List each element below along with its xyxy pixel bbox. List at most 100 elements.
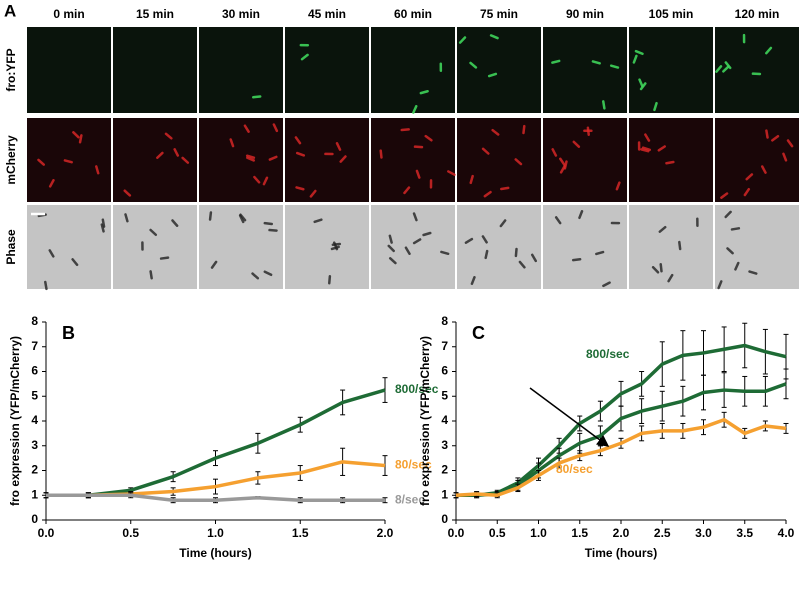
y-axis-label: fro expression (YFP/mCherry) <box>8 336 22 506</box>
time-label: 60 min <box>394 7 432 21</box>
cell <box>72 131 80 139</box>
cell <box>484 249 489 260</box>
cell <box>638 78 644 88</box>
series-line <box>46 493 385 502</box>
arrow <box>529 387 610 447</box>
cell <box>181 156 190 164</box>
y-tick-label: 0 <box>441 512 448 526</box>
cell <box>639 82 647 91</box>
panel-letter: B <box>62 323 75 343</box>
micrograph <box>457 118 541 202</box>
cell <box>171 219 179 227</box>
cell <box>724 61 732 70</box>
cell <box>328 274 332 285</box>
y-tick-label: 7 <box>31 339 38 353</box>
cell <box>294 136 302 145</box>
x-tick-label: 1.5 <box>292 526 309 540</box>
x-tick-label: 4.0 <box>778 526 795 540</box>
x-tick-label: 2.0 <box>613 526 630 540</box>
cell <box>412 105 418 114</box>
cell <box>245 154 256 159</box>
cell <box>300 53 309 61</box>
cell <box>101 218 106 228</box>
x-tick-label: 1.0 <box>530 526 547 540</box>
micrograph <box>543 27 627 113</box>
charts: 0 1 2 3 4 5 6 7 8 0.0 0.5 1.0 1.5 2.0 Time (hours) fro … <box>8 314 794 560</box>
series-label: 800/sec <box>586 347 630 361</box>
micrograph <box>371 205 455 289</box>
cell <box>208 211 213 221</box>
y-tick-label: 0 <box>31 512 38 526</box>
series-line <box>456 343 787 497</box>
cell <box>440 250 450 256</box>
cell <box>743 187 751 197</box>
cell <box>487 72 498 78</box>
cell <box>469 174 474 185</box>
cell <box>100 223 105 233</box>
y-tick-label: 5 <box>441 388 448 402</box>
time-label: 30 min <box>222 7 260 21</box>
series-line <box>455 418 787 497</box>
cell <box>734 261 740 271</box>
cell <box>238 214 245 224</box>
y-tick-label: 3 <box>31 438 38 452</box>
y-tick-label: 2 <box>31 463 38 477</box>
cell <box>730 227 741 231</box>
cell <box>173 148 180 157</box>
cell <box>632 54 638 64</box>
microscopy-panel: 0 min 15 min 30 min 45 min 60 min 75 min 90 mi… <box>4 7 799 291</box>
cell <box>678 240 682 251</box>
cell <box>571 258 582 262</box>
x-tick-label: 2.5 <box>654 526 671 540</box>
micrograph <box>715 27 799 113</box>
x-tick-label: 3.0 <box>695 526 712 540</box>
cell <box>469 61 478 69</box>
micrograph <box>27 205 111 289</box>
cell <box>722 65 730 73</box>
x-axis-label: Time (hours) <box>585 546 657 560</box>
x-tick-label: 3.5 <box>736 526 753 540</box>
panel-letter: A <box>4 1 16 20</box>
cell <box>268 155 278 161</box>
micrograph <box>629 27 713 113</box>
cell <box>522 124 526 135</box>
cell <box>786 139 794 148</box>
cell <box>447 170 456 176</box>
cell <box>339 155 347 163</box>
series-label: 800/sec <box>395 382 439 396</box>
y-tick-label: 6 <box>441 364 448 378</box>
cell <box>379 149 383 159</box>
y-tick-label: 4 <box>31 413 38 427</box>
cell <box>765 46 773 55</box>
micrograph <box>543 118 627 202</box>
cell <box>404 246 411 255</box>
cell <box>263 221 274 226</box>
cell <box>653 101 658 112</box>
cell <box>659 263 663 273</box>
cell <box>95 165 100 175</box>
cell <box>48 179 55 188</box>
row-label: fro:YFP <box>4 48 18 91</box>
micrograph <box>715 205 799 289</box>
cell <box>295 151 306 157</box>
line-chart: 0 1 2 3 4 5 6 7 8 0.0 0.5 1.0 1.5 2.0 Time (hours) fro … <box>8 314 439 560</box>
time-label: 105 min <box>649 7 694 21</box>
cell <box>415 169 421 179</box>
micrograph <box>285 27 369 113</box>
y-tick-label: 2 <box>441 463 448 477</box>
cell <box>667 273 674 283</box>
cell <box>715 65 723 73</box>
cell <box>71 258 79 267</box>
cell <box>658 225 667 233</box>
cell <box>388 234 393 244</box>
cell <box>602 100 606 110</box>
cell <box>37 158 45 166</box>
cell <box>559 157 566 166</box>
cell <box>331 242 342 246</box>
cell <box>572 140 581 148</box>
row-label: Phase <box>4 229 18 265</box>
cell <box>609 64 620 69</box>
cell <box>651 266 660 274</box>
cell <box>335 142 342 151</box>
